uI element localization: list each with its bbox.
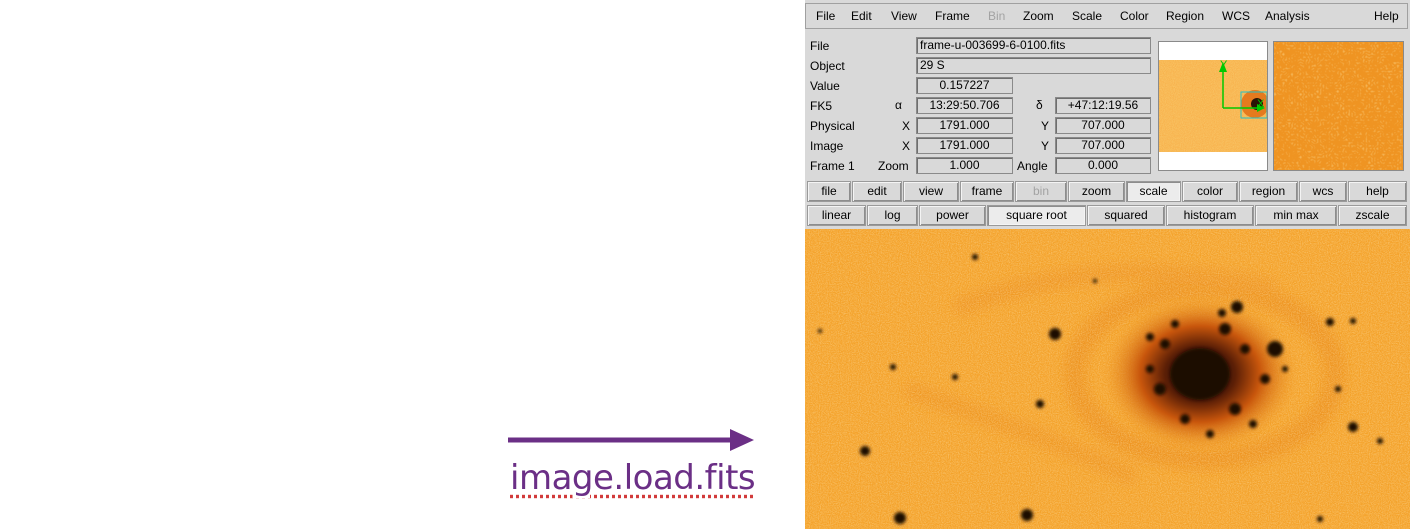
angle-field: 0.000 (1055, 157, 1151, 174)
button-wcs[interactable]: wcs (1299, 181, 1347, 202)
scale-square-root-button[interactable]: square root (987, 205, 1086, 226)
scale-power-button[interactable]: power (919, 205, 986, 226)
menu-view[interactable]: View (891, 9, 917, 23)
zoom-field: 1.000 (916, 157, 1013, 174)
scale-squared-button[interactable]: squared (1087, 205, 1165, 226)
menu-help[interactable]: Help (1374, 9, 1399, 23)
image-y-label: Y (1041, 139, 1050, 153)
file-field: frame-u-003699-6-0100.fits (916, 37, 1151, 54)
menu-zoom[interactable]: Zoom (1023, 9, 1054, 23)
menu-edit[interactable]: Edit (851, 9, 872, 23)
scale-button-bar: linear log power square root squared his… (805, 205, 1410, 227)
button-bin[interactable]: bin (1015, 181, 1067, 202)
magnifier-pixels (1274, 42, 1403, 170)
compass-y-label: Y (1220, 59, 1228, 71)
info-panel: File frame-u-003699-6-0100.fits Object 2… (805, 34, 1410, 176)
image-x-field: 1791.000 (916, 137, 1013, 154)
ds9-window: File Edit View Frame Bin Zoom Scale Colo… (805, 0, 1410, 529)
menu-bin[interactable]: Bin (988, 9, 1006, 23)
button-color[interactable]: color (1182, 181, 1238, 202)
physical-label: Physical (810, 119, 855, 133)
fk5-delta-field: +47:12:19.56 (1055, 97, 1151, 114)
value-field: 0.157227 (916, 77, 1013, 94)
button-file[interactable]: file (807, 181, 851, 202)
scale-minmax-button[interactable]: min max (1255, 205, 1337, 226)
annotation-caption: image.load.fits (510, 458, 756, 498)
physical-x-field: 1791.000 (916, 117, 1013, 134)
file-label: File (810, 39, 830, 53)
menu-wcs[interactable]: WCS (1222, 9, 1250, 23)
menu-scale[interactable]: Scale (1072, 9, 1103, 23)
value-label: Value (810, 79, 840, 93)
menu-frame[interactable]: Frame (935, 9, 970, 23)
scale-linear-button[interactable]: linear (807, 205, 866, 226)
scale-histogram-button[interactable]: histogram (1166, 205, 1254, 226)
physical-y-field: 707.000 (1055, 117, 1151, 134)
button-frame[interactable]: frame (960, 181, 1014, 202)
button-zoom[interactable]: zoom (1068, 181, 1125, 202)
fits-image (805, 229, 1410, 529)
scale-zscale-button[interactable]: zscale (1338, 205, 1407, 226)
panner-thumbnail (1159, 60, 1267, 152)
frame-label: Frame 1 (810, 159, 855, 173)
image-x-label: X (902, 139, 911, 153)
compass-icon (1219, 62, 1265, 112)
button-region[interactable]: region (1239, 181, 1298, 202)
button-edit[interactable]: edit (852, 181, 902, 202)
button-view[interactable]: view (903, 181, 959, 202)
image-y-field: 707.000 (1055, 137, 1151, 154)
compass-x-label: X (1257, 98, 1265, 110)
menu-file[interactable]: File (816, 9, 836, 23)
physical-x-label: X (902, 119, 911, 133)
physical-y-label: Y (1041, 119, 1050, 133)
angle-label: Angle (1017, 159, 1048, 173)
alpha-symbol: α (895, 98, 902, 112)
object-label: Object (810, 59, 845, 73)
button-scale[interactable]: scale (1126, 181, 1181, 202)
fk5-label: FK5 (810, 99, 833, 113)
menu-color[interactable]: Color (1120, 9, 1149, 23)
object-field: 29 S (916, 57, 1151, 74)
zoom-label: Zoom (878, 159, 909, 173)
menu-region[interactable]: Region (1166, 9, 1205, 23)
image-label: Image (810, 139, 844, 153)
annotation-arrow (508, 429, 754, 451)
fk5-alpha-field: 13:29:50.706 (916, 97, 1013, 114)
button-bar: file edit view frame bin zoom scale colo… (805, 181, 1410, 203)
menu-analysis[interactable]: Analysis (1265, 9, 1310, 23)
scale-log-button[interactable]: log (867, 205, 918, 226)
menu-bar: File Edit View Frame Bin Zoom Scale Colo… (805, 3, 1408, 29)
delta-symbol: δ (1036, 98, 1043, 112)
panner-view[interactable]: Y X (1158, 41, 1268, 171)
button-help[interactable]: help (1348, 181, 1407, 202)
image-canvas[interactable] (805, 229, 1410, 529)
magnifier-view (1273, 41, 1404, 171)
